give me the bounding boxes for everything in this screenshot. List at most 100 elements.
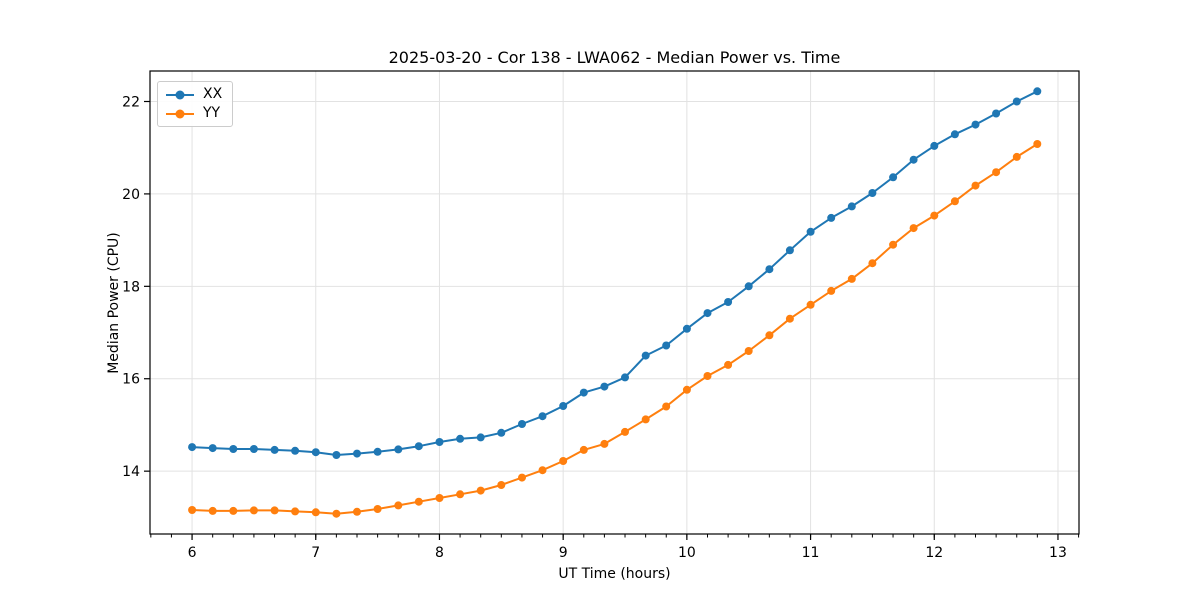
data-point-xx [889, 173, 898, 182]
data-point-yy [992, 168, 1001, 177]
data-point-yy [909, 224, 918, 233]
legend-marker [175, 109, 185, 118]
data-point-yy [456, 490, 465, 499]
data-point-yy [476, 486, 485, 495]
y-tick-label: 20 [122, 187, 140, 203]
data-point-yy [559, 457, 568, 465]
data-point-xx [270, 445, 279, 454]
data-point-yy [1033, 140, 1042, 148]
data-point-xx [538, 412, 547, 421]
data-point-xx [394, 445, 403, 454]
data-point-yy [229, 506, 238, 515]
data-point-yy [497, 481, 506, 489]
data-point-xx [621, 373, 629, 382]
legend-label-xx: XX [203, 86, 223, 102]
data-point-yy [889, 240, 898, 249]
data-point-xx [827, 213, 836, 222]
data-point-yy [208, 506, 217, 515]
data-point-xx [641, 351, 650, 360]
series-line-xx [192, 90, 1038, 456]
data-point-yy [311, 508, 320, 517]
data-point-yy [621, 427, 629, 436]
x-tick-label: 7 [311, 545, 320, 561]
data-point-yy [518, 473, 526, 482]
data-point-xx [353, 449, 361, 458]
data-point-yy [744, 347, 753, 355]
data-point-xx [435, 438, 444, 446]
data-point-yy [765, 331, 774, 340]
x-tick-label: 10 [678, 545, 696, 561]
data-point-xx [868, 189, 877, 197]
x-tick-label: 9 [559, 545, 568, 561]
data-point-xx [806, 227, 815, 236]
y-tick-label: 22 [122, 94, 140, 110]
data-point-xx [682, 324, 691, 333]
data-point-yy [806, 300, 815, 309]
data-point-xx [971, 120, 980, 129]
data-point-xx [579, 388, 588, 397]
data-point-yy [332, 509, 341, 518]
data-point-yy [414, 497, 423, 506]
data-point-yy [249, 506, 258, 515]
data-point-xx [765, 265, 774, 274]
data-point-xx [724, 298, 733, 306]
data-point-yy [724, 360, 733, 369]
axes-spines [149, 70, 1080, 535]
data-point-yy [579, 445, 588, 454]
data-point-xx [249, 445, 258, 453]
y-tick-label: 16 [122, 372, 140, 388]
data-point-xx [600, 382, 609, 391]
x-tick-label: 6 [188, 545, 197, 561]
data-point-xx [909, 155, 918, 164]
data-point-xx [930, 141, 939, 150]
data-point-yy [538, 466, 547, 475]
data-point-yy [188, 506, 197, 514]
x-tick-label: 11 [802, 545, 820, 561]
data-point-yy [868, 259, 877, 268]
data-point-yy [1012, 152, 1021, 161]
legend-item-xx: XX [165, 85, 222, 104]
data-point-yy [353, 507, 361, 516]
data-point-xx [456, 434, 465, 443]
legend-marker [175, 90, 185, 99]
legend-swatch-xx [166, 90, 194, 99]
data-point-xx [992, 109, 1001, 118]
data-point-yy [435, 494, 444, 502]
data-point-xx [497, 428, 506, 437]
data-point-xx [785, 246, 794, 255]
series-line-yy [192, 143, 1038, 515]
y-tick-label: 18 [122, 279, 140, 295]
chart-title: 2025-03-20 - Cor 138 - LWA062 - Median P… [388, 48, 841, 67]
data-point-xx [476, 433, 485, 442]
data-point-yy [662, 402, 671, 411]
data-point-yy [847, 274, 856, 283]
legend-item-yy: YY [165, 104, 222, 123]
y-tick-label: 14 [122, 464, 140, 480]
data-point-xx [559, 402, 568, 410]
data-point-xx [1012, 97, 1021, 106]
data-point-xx [311, 448, 320, 457]
legend-swatch-yy [166, 109, 194, 118]
data-point-xx [950, 130, 959, 139]
data-point-yy [291, 507, 300, 516]
data-point-xx [414, 442, 423, 451]
data-point-xx [703, 309, 712, 318]
data-point-xx [518, 420, 526, 428]
data-point-xx [188, 443, 197, 452]
data-point-xx [291, 446, 300, 455]
data-point-yy [930, 211, 939, 220]
data-point-xx [744, 282, 753, 291]
data-point-yy [394, 501, 403, 510]
data-point-yy [971, 181, 980, 190]
y-axis-label: Median Power (CPU) [106, 232, 122, 374]
legend: XX YY [157, 81, 234, 127]
data-point-yy [682, 385, 691, 394]
x-tick-label: 12 [925, 545, 943, 561]
data-point-yy [950, 197, 959, 206]
x-tick-label: 13 [1049, 545, 1067, 561]
data-point-xx [208, 444, 217, 453]
legend-label-yy: YY [203, 105, 221, 121]
data-point-xx [662, 341, 671, 350]
